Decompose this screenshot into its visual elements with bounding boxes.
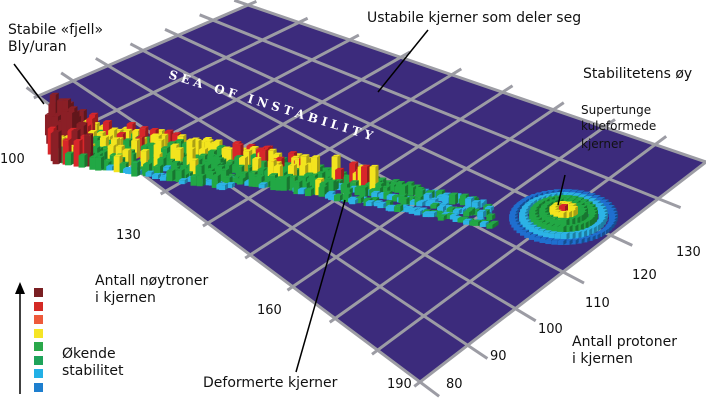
terrain-block <box>327 179 337 191</box>
terrain-block <box>333 193 343 202</box>
grid-line <box>413 160 706 388</box>
proton-axis-title: Antall protoner i kjernen <box>572 334 677 367</box>
proton-tick: 80 <box>446 377 463 392</box>
terrain-block <box>280 175 290 191</box>
neutron-tick: 100 <box>0 152 25 167</box>
terrain-block <box>64 151 74 166</box>
neutron-tick: 190 <box>387 377 412 392</box>
terrain-block <box>486 222 496 229</box>
terrain-block <box>258 182 268 189</box>
terrain-block <box>178 178 188 185</box>
grid-line <box>202 67 463 228</box>
terrain-block <box>416 188 426 197</box>
terrain-block <box>359 185 369 198</box>
terrain-block <box>166 169 176 182</box>
pointer-superheavy <box>557 174 566 206</box>
grid-line <box>33 0 257 100</box>
terrain-block <box>486 213 496 221</box>
terrain-block <box>437 214 447 221</box>
legend-swatch <box>34 355 43 365</box>
terrain-block <box>52 129 62 165</box>
legend-swatch <box>34 301 43 311</box>
legend-swatch <box>34 369 43 378</box>
stability-terrain <box>44 92 618 245</box>
terrain-block <box>394 204 404 213</box>
legend-swatch <box>34 382 43 392</box>
neutron-axis-title: Antall nøytroner i kjernen <box>95 273 209 306</box>
superheavy-nuclei-label: Supertunge kuleformede kjerner <box>581 103 657 151</box>
terrain-block <box>152 173 162 180</box>
terrain-block <box>219 183 229 191</box>
proton-tick: 130 <box>676 245 701 260</box>
proton-tick: 120 <box>632 268 657 283</box>
deformed-nuclei-label: Deformerte kjerner <box>203 375 338 391</box>
grid-line <box>60 71 489 360</box>
legend-swatch <box>34 342 43 351</box>
proton-tick: 100 <box>538 322 563 337</box>
pointer-deformed <box>295 199 346 373</box>
terrain-block <box>428 211 438 218</box>
terrain-block <box>196 173 206 187</box>
terrain-block <box>452 208 462 215</box>
proton-tick: 110 <box>585 296 610 311</box>
terrain-block <box>407 185 417 196</box>
terrain-block <box>122 148 132 167</box>
stability-arrow-head <box>15 282 25 294</box>
legend-swatch <box>34 328 43 338</box>
legend-swatch <box>34 288 43 297</box>
terrain-block <box>557 238 567 245</box>
terrain-block <box>225 182 235 189</box>
stable-mountain-label: Stabile «fjell» Bly/uran <box>8 22 104 55</box>
terrain-block <box>477 209 487 218</box>
grid-line <box>75 16 309 132</box>
terrain-block <box>377 201 387 209</box>
terrain-block <box>416 200 426 207</box>
terrain-block <box>437 205 447 212</box>
terrain-block <box>449 192 459 205</box>
grid-line <box>233 0 706 164</box>
island-of-stability-label: Stabilitetens øy <box>583 66 693 82</box>
unstable-nuclei-label: Ustabile kjerner som deler seg <box>367 10 582 26</box>
pointer-unstable <box>377 29 429 93</box>
terrain-block <box>78 153 88 168</box>
terrain-block <box>304 187 314 197</box>
grid-line <box>199 13 682 209</box>
grid-line <box>244 84 514 260</box>
proton-tick: 90 <box>490 349 507 364</box>
increasing-stability-label: Økende stabilitet <box>62 346 124 379</box>
neutron-tick: 160 <box>257 303 282 318</box>
pointer-stable <box>13 63 45 105</box>
terrain-block <box>95 155 105 171</box>
grid-line <box>371 135 668 356</box>
terrain-block <box>463 210 473 217</box>
terrain-block <box>349 198 359 205</box>
terrain-block <box>131 160 141 177</box>
terrain-block <box>560 231 570 240</box>
terrain-block <box>399 184 409 197</box>
neutron-tick: 130 <box>116 228 141 243</box>
legend-swatch <box>34 315 43 324</box>
terrain-block <box>400 197 410 206</box>
